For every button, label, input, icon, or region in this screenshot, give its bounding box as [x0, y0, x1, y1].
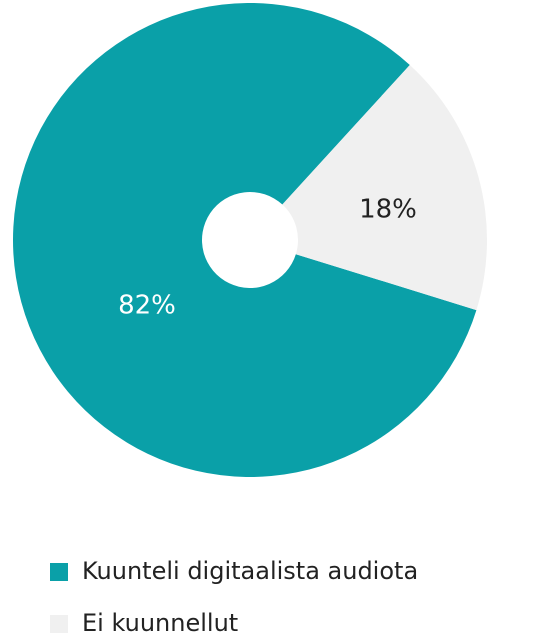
legend-label: Kuunteli digitaalista audiota [82, 557, 418, 585]
legend-swatch [50, 615, 68, 633]
legend-swatch [50, 563, 68, 581]
slice-label: 18% [359, 195, 417, 225]
pie-slice [282, 64, 487, 311]
pie-slice [12, 3, 477, 477]
slice-label: 82% [118, 291, 176, 321]
legend-label: Ei kuunnellut [82, 609, 238, 637]
